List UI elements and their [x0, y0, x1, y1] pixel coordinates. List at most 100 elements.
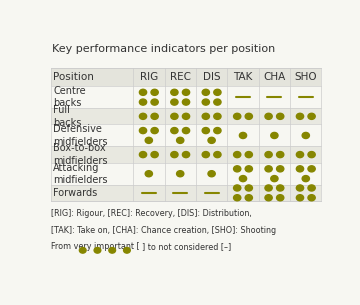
Text: Centre
backs: Centre backs [53, 86, 86, 108]
Circle shape [139, 152, 147, 158]
Text: REC: REC [170, 72, 191, 82]
Circle shape [302, 176, 309, 182]
Circle shape [151, 113, 158, 119]
Circle shape [271, 176, 278, 182]
Circle shape [109, 247, 116, 253]
Circle shape [183, 152, 190, 158]
Circle shape [214, 152, 221, 158]
Bar [50, 68, 321, 86]
Circle shape [245, 195, 252, 201]
Circle shape [171, 152, 178, 158]
Circle shape [239, 176, 247, 182]
Bar [50, 124, 321, 146]
Bar [50, 108, 321, 124]
Circle shape [214, 113, 221, 119]
Circle shape [296, 195, 303, 201]
Circle shape [245, 113, 252, 119]
Circle shape [265, 152, 272, 158]
Circle shape [139, 89, 147, 95]
Circle shape [265, 185, 272, 191]
Circle shape [276, 152, 284, 158]
Circle shape [202, 89, 210, 95]
Circle shape [177, 137, 184, 143]
Text: [TAK]: Take on, [CHA]: Chance creation, [SHO]: Shooting: [TAK]: Take on, [CHA]: Chance creation, … [50, 226, 276, 235]
Circle shape [214, 89, 221, 95]
Circle shape [239, 132, 247, 138]
Circle shape [145, 171, 152, 177]
Circle shape [171, 89, 178, 95]
Text: Attacking
midfielders: Attacking midfielders [53, 163, 108, 185]
Circle shape [308, 195, 315, 201]
Circle shape [234, 152, 241, 158]
Circle shape [183, 89, 190, 95]
Circle shape [208, 171, 215, 177]
Circle shape [202, 99, 210, 105]
Circle shape [183, 99, 190, 105]
Circle shape [202, 127, 210, 134]
Circle shape [151, 99, 158, 105]
Text: DIS: DIS [203, 72, 220, 82]
Circle shape [177, 171, 184, 177]
Circle shape [139, 113, 147, 119]
Circle shape [145, 137, 152, 143]
Bar [50, 86, 321, 108]
Text: Defensive
midfielders: Defensive midfielders [53, 124, 108, 147]
Text: Full
backs: Full backs [53, 105, 82, 127]
Text: From very important [: From very important [ [50, 242, 139, 251]
Circle shape [276, 113, 284, 119]
Circle shape [302, 132, 309, 138]
Circle shape [234, 166, 241, 172]
Circle shape [265, 166, 272, 172]
Circle shape [296, 166, 303, 172]
Bar [50, 163, 321, 185]
Circle shape [202, 152, 210, 158]
Circle shape [151, 89, 158, 95]
Circle shape [245, 152, 252, 158]
Circle shape [171, 113, 178, 119]
Circle shape [183, 113, 190, 119]
Text: CHA: CHA [263, 72, 285, 82]
Circle shape [183, 127, 190, 134]
Circle shape [271, 132, 278, 138]
Text: Key performance indicators per position: Key performance indicators per position [52, 44, 275, 54]
Circle shape [265, 113, 272, 119]
Circle shape [296, 152, 303, 158]
Circle shape [214, 99, 221, 105]
Circle shape [151, 152, 158, 158]
Text: ] to not considered [–]: ] to not considered [–] [141, 242, 231, 251]
Circle shape [139, 99, 147, 105]
Text: Box-to-box
midfielders: Box-to-box midfielders [53, 143, 108, 166]
Circle shape [276, 166, 284, 172]
Circle shape [202, 113, 210, 119]
Circle shape [214, 127, 221, 134]
Circle shape [296, 113, 303, 119]
Circle shape [171, 99, 178, 105]
Circle shape [308, 166, 315, 172]
Circle shape [171, 127, 178, 134]
Text: Position: Position [53, 72, 94, 82]
Circle shape [308, 185, 315, 191]
Circle shape [245, 185, 252, 191]
Text: TAK: TAK [233, 72, 253, 82]
Circle shape [139, 127, 147, 134]
Circle shape [276, 185, 284, 191]
Text: Forwards: Forwards [53, 188, 98, 198]
Text: RIG: RIG [140, 72, 158, 82]
Circle shape [151, 127, 158, 134]
Circle shape [208, 137, 215, 143]
Circle shape [265, 195, 272, 201]
Circle shape [245, 166, 252, 172]
Text: SHO: SHO [294, 72, 317, 82]
Circle shape [308, 152, 315, 158]
Text: [RIG]: Rigour, [REC]: Recovery, [DIS]: Distribution,: [RIG]: Rigour, [REC]: Recovery, [DIS]: D… [50, 209, 251, 218]
Bar [50, 146, 321, 163]
Circle shape [308, 113, 315, 119]
Circle shape [276, 195, 284, 201]
Circle shape [234, 113, 241, 119]
Circle shape [296, 185, 303, 191]
Circle shape [80, 247, 86, 253]
Circle shape [123, 247, 130, 253]
Circle shape [234, 195, 241, 201]
Circle shape [94, 247, 101, 253]
Circle shape [234, 185, 241, 191]
